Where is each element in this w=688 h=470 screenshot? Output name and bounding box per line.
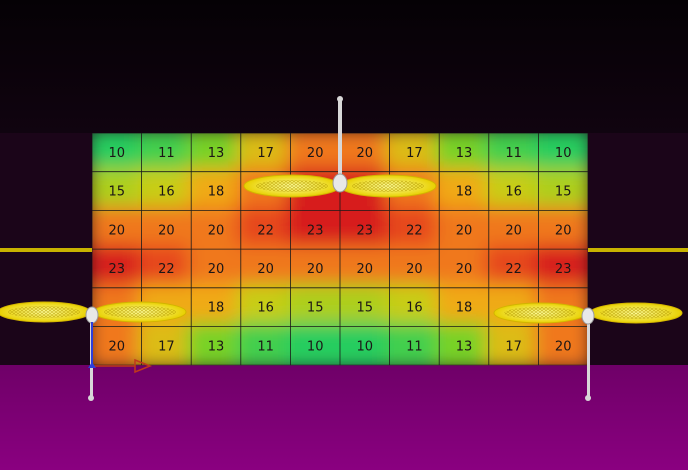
heatmap-value-label: 13: [208, 146, 225, 161]
heatmap-value-label: 15: [307, 301, 324, 316]
heatmap-cell: [336, 322, 394, 366]
light-fixture-left-mesh: [8, 306, 80, 318]
heatmap-cell: [187, 322, 245, 366]
heatmap-value-label: 13: [456, 146, 473, 161]
horizon-streak-right: [588, 248, 688, 252]
heatmap-value-label: 17: [257, 146, 274, 161]
heatmap-value-label: 10: [357, 339, 374, 354]
left-light[interactable]: [0, 301, 187, 401]
heatmap-cell: [484, 322, 543, 366]
heatmap-value-label: 17: [505, 339, 522, 354]
heatmap-value-label: 23: [555, 262, 572, 277]
heatmap-cell: [435, 322, 493, 366]
heatmap-value-label: 20: [307, 146, 324, 161]
pole-base: [88, 395, 94, 401]
heatmap-value-label: 20: [109, 223, 126, 238]
light-bulb: [332, 173, 348, 193]
heatmap-value-label: 20: [208, 223, 225, 238]
light-fixture-right-mesh: [600, 307, 672, 319]
pole: [587, 318, 590, 398]
heatmap-value-label: 11: [505, 146, 522, 161]
heatmap-value-label: 11: [158, 146, 175, 161]
axis-gizmo: [88, 322, 153, 374]
heatmap-cell: [137, 322, 196, 366]
origin-marker: [88, 362, 96, 368]
heatmap-value-label: 10: [555, 146, 572, 161]
pole-cap: [337, 96, 343, 102]
heatmap-value-label: 22: [505, 262, 522, 277]
heatmap-value-label: 16: [158, 185, 175, 200]
light-fixture-right-mesh: [104, 306, 176, 318]
heatmap-cell: [236, 322, 295, 366]
heatmap-value-label: 17: [406, 146, 423, 161]
heatmap-value-label: 20: [505, 223, 522, 238]
heatmap-value-label: 20: [208, 262, 225, 277]
heatmap-value-label: 13: [456, 339, 473, 354]
heatmap-value-label: 11: [406, 339, 423, 354]
floor-plane: [0, 365, 688, 470]
pole: [338, 99, 342, 183]
heatmap-value-label: 13: [208, 339, 225, 354]
heatmap-value-label: 20: [158, 223, 175, 238]
heatmap-value-label: 10: [109, 146, 126, 161]
heatmap-cell: [534, 322, 588, 366]
heatmap-cell: [92, 322, 146, 366]
heatmap-value-label: 20: [357, 262, 374, 277]
heatmap-value-label: 20: [456, 223, 473, 238]
heatmap-value-label: 20: [307, 262, 324, 277]
heatmap-value-label: 22: [257, 223, 274, 238]
heatmap-cell: [286, 322, 344, 366]
x-axis-arrow: [134, 358, 153, 374]
heatmap-value-label: 16: [257, 301, 274, 316]
heatmap-value-label: 22: [158, 262, 175, 277]
heatmap-value-label: 17: [158, 339, 175, 354]
heatmap-value-label: 23: [109, 262, 126, 277]
heatmap-value-label: 20: [257, 262, 274, 277]
heatmap-value-label: 20: [406, 262, 423, 277]
heatmap-value-label: 18: [208, 301, 225, 316]
heatmap-value-label: 15: [109, 185, 126, 200]
heatmap-value-label: 22: [406, 223, 423, 238]
horizon-streak-left: [0, 248, 92, 252]
heatmap-value-label: 18: [456, 301, 473, 316]
heatmap-value-label: 10: [307, 339, 324, 354]
illuminance-heatmap: 10 11 13 17 20 20 17 13 11 10 15 16 18 18 16 15 20 20 20 22…: [92, 133, 588, 366]
heatmap-value-label: 18: [208, 185, 225, 200]
heatmap-value-label: 23: [357, 223, 374, 238]
heatmap-value-label: 16: [406, 301, 423, 316]
right-light[interactable]: [493, 302, 683, 401]
heatmap-value-label: 20: [555, 339, 572, 354]
heatmap-value-label: 11: [257, 339, 274, 354]
heatmap-value-label: 15: [357, 301, 374, 316]
heatmap-value-label: 15: [555, 185, 572, 200]
heatmap-value-label: 16: [505, 185, 522, 200]
heatmap-value-label: 18: [456, 185, 473, 200]
heatmap-value-label: 20: [456, 262, 473, 277]
light-bulb: [85, 306, 99, 324]
light-fixture-right-mesh: [352, 180, 424, 192]
heatmap-value-label: 20: [555, 223, 572, 238]
light-fixture-left-mesh: [256, 180, 328, 192]
pole-base: [585, 395, 591, 401]
light-bulb: [581, 307, 595, 325]
heatmap-value-label: 20: [109, 339, 126, 354]
heatmap-cell: [385, 322, 444, 366]
heatmap-value-label: 20: [357, 146, 374, 161]
center-top-light[interactable]: [243, 96, 437, 198]
light-fixture-left-mesh: [504, 307, 576, 319]
heatmap-value-label: 23: [307, 223, 324, 238]
